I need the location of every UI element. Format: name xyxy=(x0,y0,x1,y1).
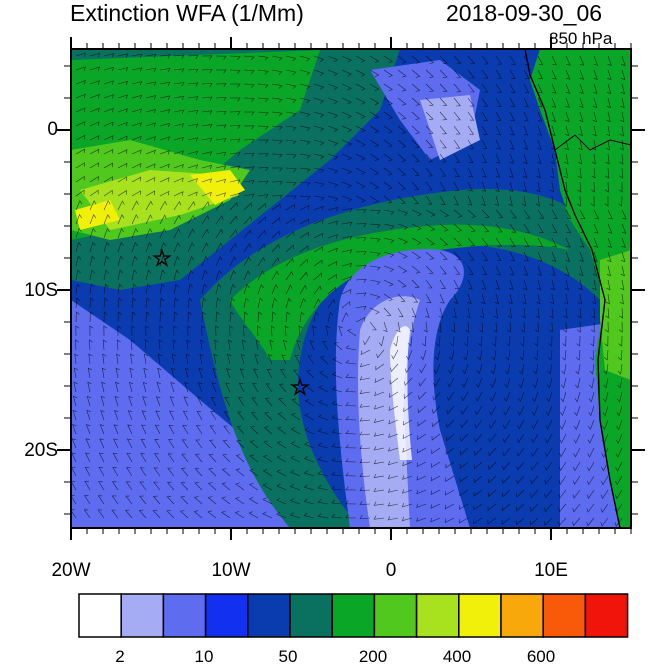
country-border xyxy=(554,134,632,151)
x-tick-label: 20W xyxy=(51,560,91,581)
colorbar xyxy=(78,593,629,638)
wind-vectors xyxy=(71,52,627,527)
coastline xyxy=(524,48,621,529)
y-tick-label: 0 xyxy=(47,119,58,140)
y-tick-label: 20S xyxy=(24,440,58,461)
colorbar-swatch xyxy=(289,593,333,638)
colorbar-swatch xyxy=(373,593,418,638)
colorbar-swatch xyxy=(204,593,249,638)
colorbar-swatch xyxy=(542,593,587,638)
map-frame xyxy=(70,48,632,529)
colorbar-swatch xyxy=(415,593,460,638)
map-title: Extinction WFA (1/Mm) xyxy=(70,0,304,26)
colorbar-swatch xyxy=(500,593,544,638)
colorbar-swatch xyxy=(247,593,291,638)
colorbar-swatch xyxy=(78,593,122,638)
colorbar-swatch xyxy=(331,593,376,638)
x-tick-label: 10W xyxy=(211,560,251,581)
colorbar-swatch xyxy=(120,593,165,638)
colorbar-swatch xyxy=(162,593,207,638)
colorbar-label: 200 xyxy=(358,647,388,666)
colorbar-swatch xyxy=(584,593,629,638)
star-marker: ★ xyxy=(153,248,171,270)
colorbar-label: 400 xyxy=(442,647,472,666)
colorbar-label: 50 xyxy=(278,647,298,666)
x-tick-label: 0 xyxy=(385,560,397,581)
star-marker: ★ xyxy=(291,377,309,399)
y-tick-label: 10S xyxy=(24,280,58,301)
colorbar-label: 2 xyxy=(115,647,125,666)
axis-ticks xyxy=(57,37,645,540)
map-level: 850 hPa xyxy=(549,29,613,48)
colorbar-label: 600 xyxy=(526,647,556,666)
x-tick-label: 10E xyxy=(534,560,568,581)
colorbar-label: 10 xyxy=(194,647,214,666)
colorbar-swatch xyxy=(458,593,502,638)
map-datetime: 2018-09-30_06 xyxy=(446,0,603,26)
